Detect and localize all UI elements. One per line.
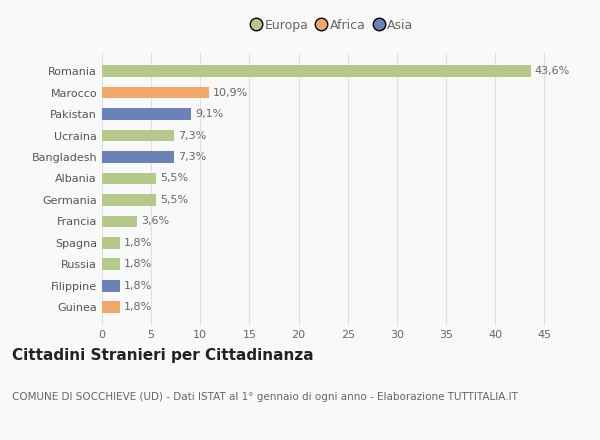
Bar [102, 108, 191, 120]
Bar [102, 87, 209, 99]
Bar [102, 194, 156, 206]
Text: 5,5%: 5,5% [160, 195, 188, 205]
Bar [102, 130, 174, 141]
Text: COMUNE DI SOCCHIEVE (UD) - Dati ISTAT al 1° gennaio di ogni anno - Elaborazione : COMUNE DI SOCCHIEVE (UD) - Dati ISTAT al… [12, 392, 518, 402]
Text: 1,8%: 1,8% [124, 302, 152, 312]
Bar [102, 301, 119, 313]
Bar [102, 280, 119, 292]
Text: 1,8%: 1,8% [124, 259, 152, 269]
Text: 3,6%: 3,6% [142, 216, 169, 227]
Bar [102, 258, 119, 270]
Bar [102, 237, 119, 249]
Bar [102, 65, 530, 77]
Text: Cittadini Stranieri per Cittadinanza: Cittadini Stranieri per Cittadinanza [12, 348, 314, 363]
Legend: Europa, Africa, Asia: Europa, Africa, Asia [250, 15, 416, 36]
Text: 7,3%: 7,3% [178, 152, 206, 162]
Text: 5,5%: 5,5% [160, 173, 188, 183]
Text: 1,8%: 1,8% [124, 281, 152, 291]
Bar [102, 216, 137, 227]
Bar [102, 151, 174, 163]
Text: 9,1%: 9,1% [196, 109, 224, 119]
Text: 10,9%: 10,9% [213, 88, 248, 98]
Bar [102, 172, 156, 184]
Text: 43,6%: 43,6% [535, 66, 570, 76]
Text: 1,8%: 1,8% [124, 238, 152, 248]
Text: 7,3%: 7,3% [178, 131, 206, 140]
